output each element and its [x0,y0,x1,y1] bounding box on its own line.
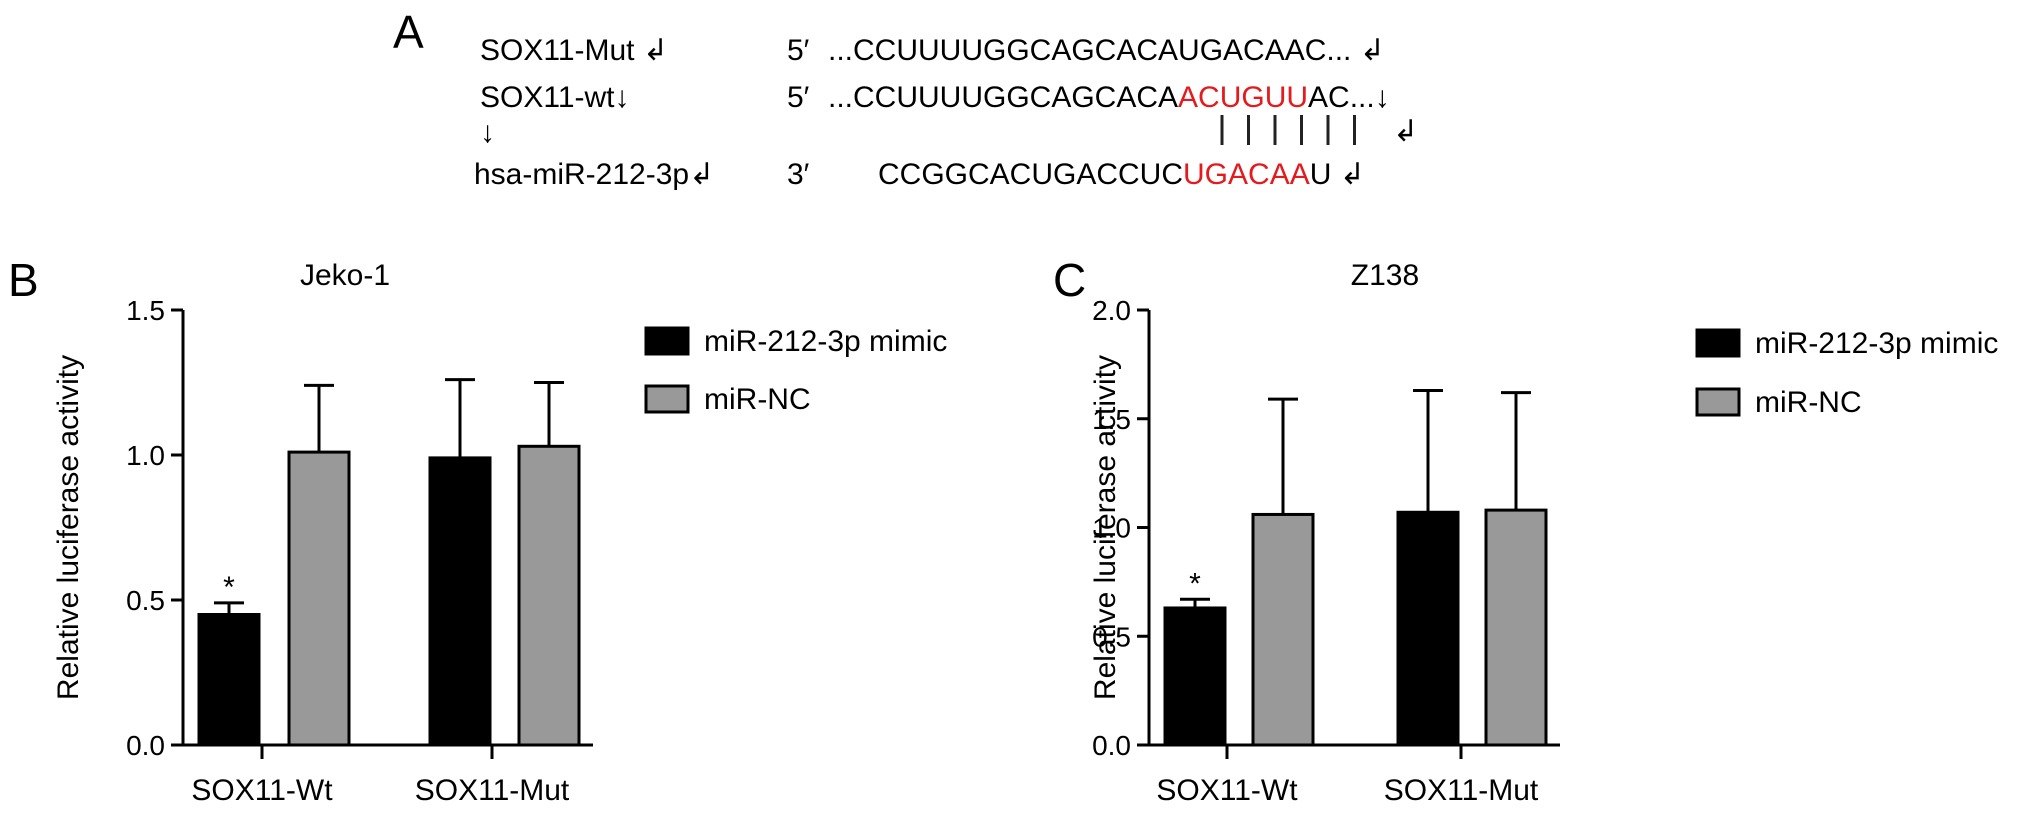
y-tick-label: 0.5 [126,585,165,616]
legend-label: miR-NC [1755,386,1862,419]
legend-swatch [1695,328,1741,358]
y-tick-label: 0.5 [1092,621,1131,652]
sox11-wt-label: SOX11-wt↓ [480,81,630,114]
bar [1251,512,1315,747]
significance-marker: * [223,571,235,604]
mirna-seed: UGACAA [1183,158,1310,191]
chart-title: Z138 [1351,259,1419,292]
panel-c-chart: C Z138 0.0 0.5 1.0 1.5 2.0 Relative luciferase … [1053,254,1998,807]
base-pairing-bars [1220,115,1356,145]
panel-letter: B [8,254,39,306]
legend-swatch [1695,387,1741,417]
y-tick-label: 1.0 [126,440,165,471]
panel-a-letter: A [393,6,424,58]
x-category-label: SOX11-Wt [191,774,333,807]
legend-swatch [644,384,690,414]
mirna-sequence: CCGGCACUGACCUCUGACAAU ↲ [878,158,1365,191]
y-axis-title: Relative luciferase activity [1089,355,1122,700]
sox11-wt-seed-match: ACUGUU [1178,81,1308,114]
sox11-mut-label: SOX11-Mut ↲ [480,34,668,67]
bar [1396,510,1460,747]
sox11-mut-sequence: ...CCUUUUGGCAGCACAUGACAAC... ↲ [828,34,1385,67]
sox11-wt-sequence: ...CCUUUUGGCAGCACAACUGUUAC...↓ [828,81,1390,114]
y-tick-label: 2.0 [1092,295,1131,326]
mirna-prime: 3′ [787,158,810,191]
bar [197,613,261,747]
y-axis-title: Relative luciferase activity [52,355,85,700]
bar [287,450,351,747]
sox11-wt-seq-tail: AC...↓ [1308,81,1390,114]
significance-marker: * [1189,567,1201,600]
y-tick-label: 0.0 [126,730,165,761]
y-tick-label: 1.5 [1092,404,1131,435]
legend-label: miR-212-3p mimic [704,325,947,358]
legend-label: miR-212-3p mimic [1755,327,1998,360]
panel-a-sequence-alignment: A SOX11-Mut ↲ 5′ ...CCUUUUGGCAGCACAUGACA… [393,6,1418,191]
pairing-row-return: ↲ [1393,115,1418,148]
panel-b-chart: B Jeko-1 0.0 0.5 1.0 1.5 Relative luciferase a… [8,254,947,807]
sox11-mut-prime: 5′ [787,34,810,67]
legend-label: miR-NC [704,383,811,416]
x-category-label: SOX11-Mut [415,774,570,807]
bar [517,444,581,747]
x-category-label: SOX11-Mut [1384,774,1539,807]
y-tick-label: 1.5 [126,295,165,326]
mirna-label: hsa-miR-212-3p↲ [474,158,714,191]
legend-swatch [644,326,690,356]
x-category-label: SOX11-Wt [1156,774,1298,807]
panel-letter: C [1053,254,1086,306]
sox11-wt-prime: 5′ [787,81,810,114]
bar [1484,508,1548,747]
y-tick-label: 1.0 [1092,513,1131,544]
bar [428,456,492,747]
y-tick-label: 0.0 [1092,730,1131,761]
bar [1163,606,1227,747]
mirna-seq-plain: CCGGCACUGACCUC [878,158,1183,191]
chart-title: Jeko-1 [300,259,390,292]
row-arrow: ↓ [480,116,495,149]
mirna-seq-tail: U ↲ [1310,158,1365,191]
sox11-mut-seq-plain: ...CCUUUUGGCAGCACAUGACAAC... ↲ [828,34,1385,67]
sox11-wt-seq-plain: ...CCUUUUGGCAGCACA [828,81,1178,114]
